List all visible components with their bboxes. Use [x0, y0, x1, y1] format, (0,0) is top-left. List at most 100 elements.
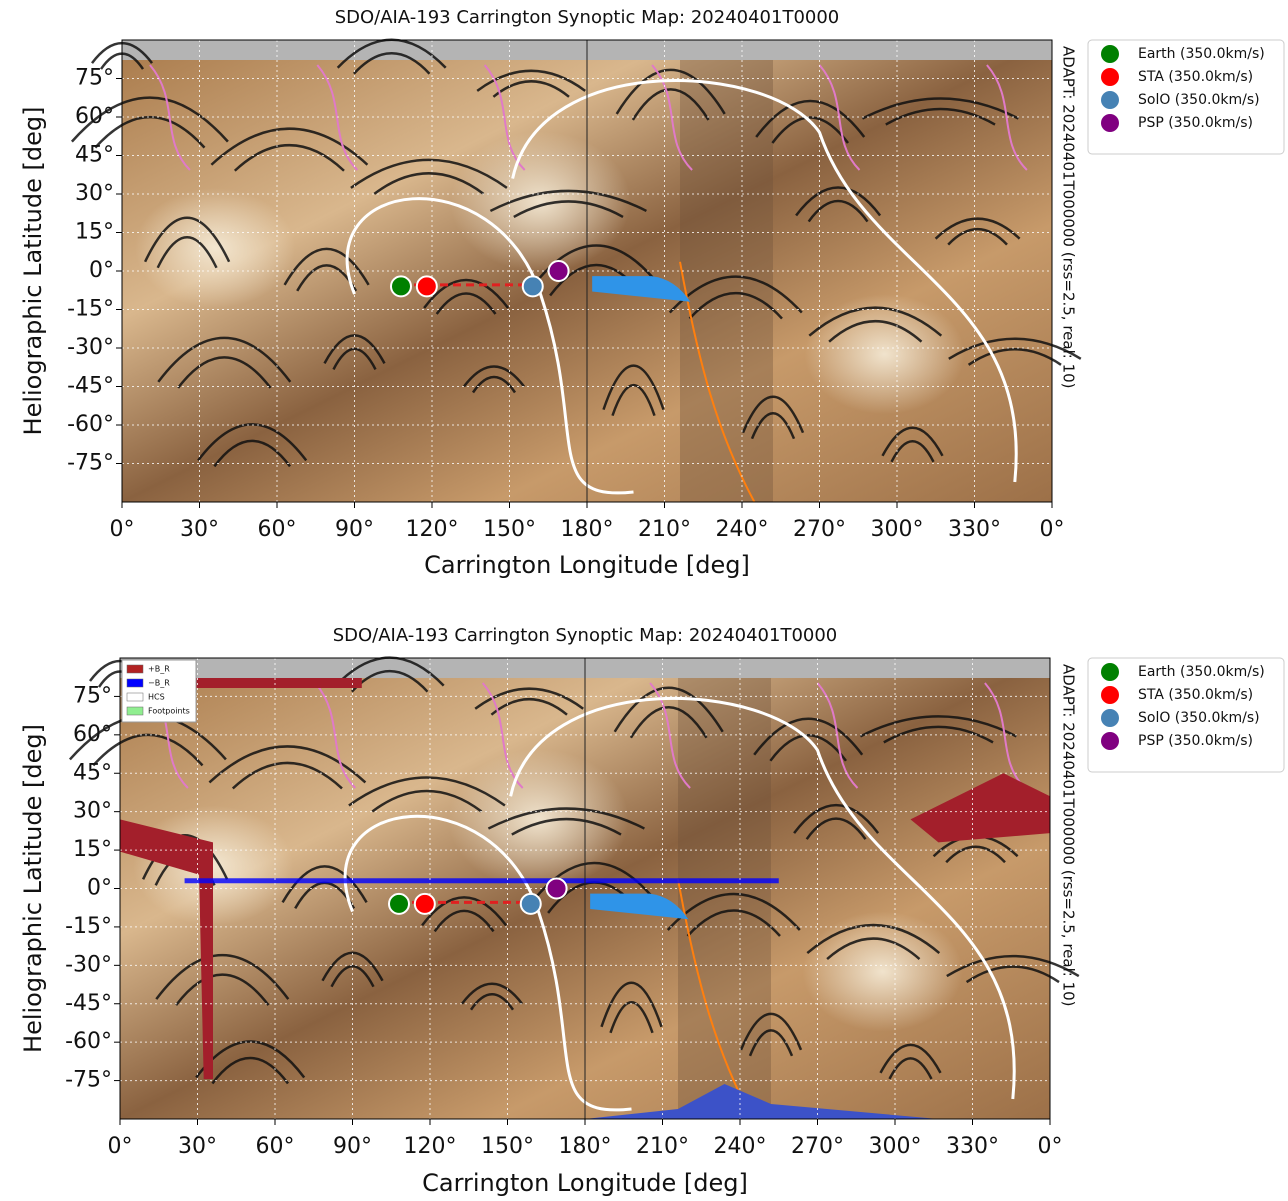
x-tick-label: 180°	[559, 1134, 612, 1159]
legend-marker	[1101, 114, 1119, 132]
y-tick-label: -75°	[67, 451, 114, 476]
legend-label: PSP (350.0km/s)	[1138, 733, 1253, 749]
y-tick-label: 30°	[75, 181, 114, 206]
y-tick-label: 60°	[75, 104, 114, 129]
legend-marker	[1101, 45, 1119, 63]
body-marker	[523, 276, 543, 296]
y-axis-label: Heliographic Latitude [deg]	[19, 724, 47, 1053]
y-tick-label: 45°	[73, 760, 112, 785]
chart: -75° -60° -45° -30° -15° 0° 15° 30° 45° 60° 75° 0° 3…	[19, 625, 1284, 1197]
legend-label: +B_R	[148, 665, 170, 674]
body-marker	[417, 276, 437, 296]
bright-region	[451, 132, 631, 272]
body-marker	[547, 879, 567, 899]
legend-marker	[1101, 68, 1119, 86]
y-tick-label: -75°	[65, 1068, 112, 1093]
legend-marker	[1101, 91, 1119, 109]
x-tick-label: 90°	[333, 1134, 372, 1159]
y-tick-label: 75°	[75, 66, 114, 91]
y-tick-label: -60°	[67, 412, 114, 437]
bright-region	[135, 188, 295, 308]
y-tick-label: 60°	[73, 722, 112, 747]
body-marker	[549, 261, 569, 281]
y-tick-label: -45°	[67, 374, 114, 399]
legend-label: −B_R	[148, 679, 170, 688]
body-marker	[389, 894, 409, 914]
x-tick-label: 0°	[108, 1134, 133, 1159]
y-tick-label: -45°	[65, 991, 112, 1016]
x-tick-label: 270°	[793, 517, 846, 542]
y-tick-label: -15°	[67, 297, 114, 322]
y-tick-label: 15°	[75, 220, 114, 245]
x-tick-label: 0°	[1038, 1134, 1063, 1159]
y-tick-label: 0°	[87, 876, 112, 901]
legend-swatch	[127, 665, 143, 673]
legend-swatch	[127, 707, 143, 715]
legend-label: SolO (350.0km/s)	[1138, 92, 1260, 108]
x-tick-label: 60°	[258, 517, 297, 542]
x-tick-label: 330°	[948, 517, 1001, 542]
x-tick-label: 210°	[638, 517, 691, 542]
y-tick-label: 45°	[75, 143, 114, 168]
positive-polarity-region	[194, 678, 361, 688]
x-tick-label: 180°	[561, 517, 614, 542]
y-tick-label: -30°	[65, 952, 112, 977]
y-tick-label: 30°	[73, 799, 112, 824]
bright-region	[803, 911, 963, 1031]
x-tick-label: 240°	[714, 1134, 767, 1159]
x-tick-label: 120°	[404, 1134, 457, 1159]
legend-label: PSP (350.0km/s)	[1138, 115, 1253, 131]
y-tick-label: -60°	[65, 1029, 112, 1054]
side-label: ADAPT: 20240401T000000 (rss=2.5, real: 1…	[1060, 46, 1078, 389]
x-tick-label: 60°	[256, 1134, 295, 1159]
bright-region	[805, 294, 965, 414]
body-marker	[521, 894, 541, 914]
legend-marker	[1101, 663, 1119, 681]
legend-label: Earth (350.0km/s)	[1138, 664, 1265, 680]
x-tick-label: 330°	[946, 1134, 999, 1159]
x-tick-label: 120°	[406, 517, 459, 542]
x-tick-label: 210°	[636, 1134, 689, 1159]
chart: -75° -60° -45° -30° -15° 0° 15° 30° 45° 60° 75° 0° 3…	[19, 7, 1284, 579]
figure: -75° -60° -45° -30° -15° 0° 15° 30° 45° 60° 75° 0° 3…	[0, 0, 1288, 1201]
legend-label: STA (350.0km/s)	[1138, 687, 1253, 703]
y-tick-label: -15°	[65, 914, 112, 939]
legend-label: HCS	[148, 693, 165, 702]
x-tick-label: 90°	[335, 517, 374, 542]
legend-marker	[1101, 686, 1119, 704]
legend-marker	[1101, 732, 1119, 750]
y-tick-label: -30°	[67, 335, 114, 360]
x-axis-label: Carrington Longitude [deg]	[422, 1169, 748, 1197]
x-tick-label: 150°	[481, 1134, 534, 1159]
x-tick-label: 30°	[180, 517, 219, 542]
chart-title: SDO/AIA-193 Carrington Synoptic Map: 202…	[333, 625, 838, 646]
legend: Earth (350.0km/s) STA (350.0km/s) SolO (35…	[1088, 658, 1284, 772]
side-label: ADAPT: 20240401T000000 (rss=2.5, real: 1…	[1060, 664, 1078, 1007]
y-axis-label: Heliographic Latitude [deg]	[19, 107, 47, 436]
x-axis-label: Carrington Longitude [deg]	[424, 551, 750, 579]
legend-label: Earth (350.0km/s)	[1138, 46, 1265, 62]
legend-label: Footpoints	[148, 707, 190, 716]
y-tick-label: 75°	[73, 683, 112, 708]
polarity-legend: +B_R −B_R HCS Footpoints	[122, 660, 196, 722]
chart-title: SDO/AIA-193 Carrington Synoptic Map: 202…	[335, 7, 840, 28]
body-marker	[391, 276, 411, 296]
legend-label: SolO (350.0km/s)	[1138, 710, 1260, 726]
legend-swatch	[127, 693, 143, 701]
legend-label: STA (350.0km/s)	[1138, 69, 1253, 85]
legend: Earth (350.0km/s) STA (350.0km/s) SolO (35…	[1088, 40, 1284, 154]
x-tick-label: 240°	[716, 517, 769, 542]
legend-marker	[1101, 709, 1119, 727]
x-tick-label: 30°	[178, 1134, 217, 1159]
bright-region	[449, 749, 629, 889]
x-tick-label: 0°	[110, 517, 135, 542]
current-sheet-band	[185, 878, 779, 883]
x-tick-label: 150°	[483, 517, 536, 542]
x-tick-label: 0°	[1040, 517, 1065, 542]
x-tick-label: 300°	[871, 517, 924, 542]
body-marker	[415, 894, 435, 914]
y-tick-label: 15°	[73, 837, 112, 862]
x-tick-label: 270°	[791, 1134, 844, 1159]
legend-swatch	[127, 679, 143, 687]
x-tick-label: 300°	[869, 1134, 922, 1159]
